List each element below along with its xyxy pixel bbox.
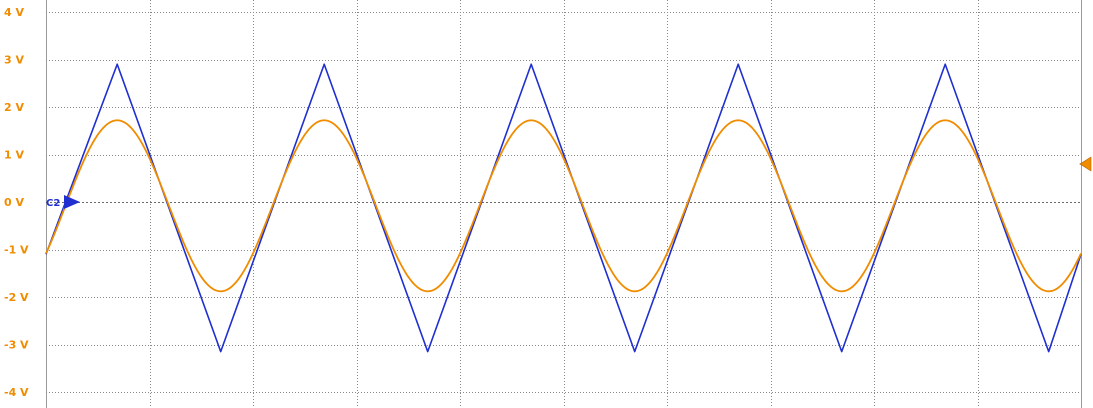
y-tick-label: -4 V: [4, 386, 29, 399]
y-tick-labels: 4 V 3 V 2 V 1 V 0 V -1 V -2 V -3 V -4 V: [4, 6, 29, 399]
traces: [45, 63, 1082, 353]
y-tick-label: 2 V: [4, 101, 24, 114]
y-tick-label: 3 V: [4, 54, 24, 67]
y-tick-label: -2 V: [4, 291, 29, 304]
y-tick-label: -1 V: [4, 244, 29, 257]
series-sine-line: [45, 119, 1082, 293]
y-tick-label: 4 V: [4, 6, 24, 19]
y-tick-label: -3 V: [4, 339, 29, 352]
grid: [46, 0, 1082, 408]
y-tick-label: 0 V: [4, 196, 24, 209]
c2-level-marker[interactable]: [64, 195, 80, 209]
channel-markers: C2: [46, 156, 1092, 209]
orange-level-marker[interactable]: [1078, 156, 1092, 172]
y-tick-label: 1 V: [4, 149, 24, 162]
c2-marker-label: C2: [46, 198, 60, 209]
